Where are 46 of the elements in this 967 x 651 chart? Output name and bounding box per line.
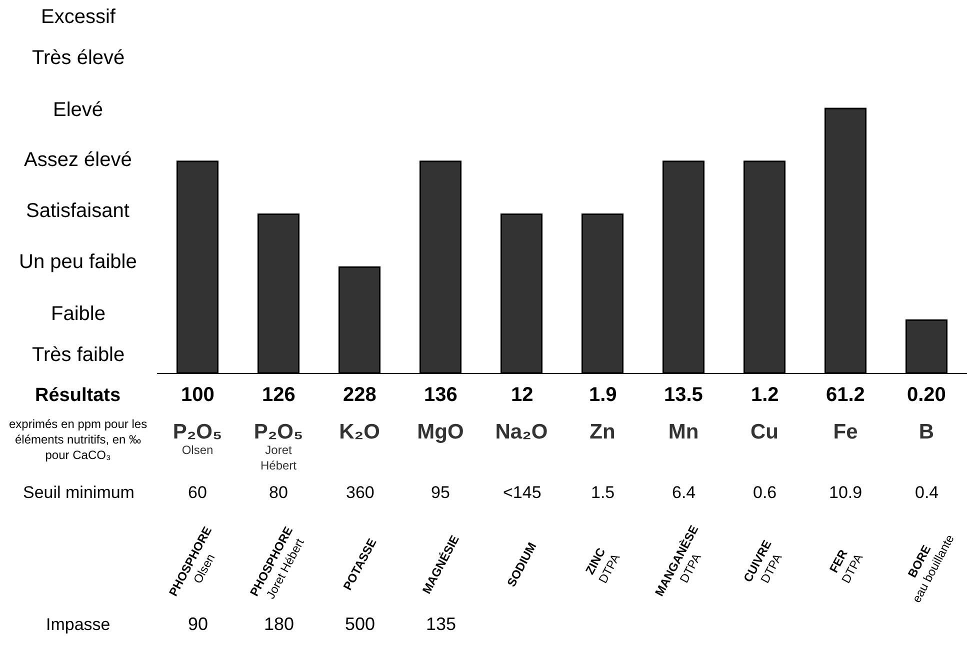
text: 228 xyxy=(343,384,376,406)
text: 80 xyxy=(269,483,288,502)
text: 6.4 xyxy=(672,483,696,502)
text: Un peu faible xyxy=(19,251,137,273)
text: 136 xyxy=(424,384,458,406)
text: Satisfaisant xyxy=(26,200,130,222)
x-tick-label: P₂O₅ Joret Hébert xyxy=(254,420,304,473)
text: 135 xyxy=(426,614,456,634)
text: 60 xyxy=(188,483,207,502)
x-tick-label: Na₂O xyxy=(495,420,548,444)
x-tick-label: Fe xyxy=(833,420,858,444)
text: <145 xyxy=(503,483,542,502)
text: 1.9 xyxy=(589,384,617,406)
text: 10.9 xyxy=(829,483,862,502)
x-tick-label: P₂O₅ Olsen xyxy=(172,420,222,457)
text: Impasse xyxy=(46,615,110,634)
text: 0.20 xyxy=(907,384,946,406)
x-tick-label: Zn xyxy=(590,420,616,444)
text: 12 xyxy=(511,384,534,406)
x-tick-label: Mn xyxy=(668,420,699,444)
text: Résultats xyxy=(35,385,121,406)
text: 126 xyxy=(262,384,296,406)
x-tick-label: Cu xyxy=(750,420,778,444)
text: 360 xyxy=(346,483,374,502)
text: 0.4 xyxy=(915,483,939,502)
x-tick-label: K₂O xyxy=(339,420,380,444)
text: 500 xyxy=(345,614,376,634)
text: 100 xyxy=(181,384,214,406)
text: 0.6 xyxy=(753,483,777,502)
text: 61.2 xyxy=(826,384,865,406)
text: 95 xyxy=(431,483,450,502)
text: Elevé xyxy=(53,99,104,121)
x-tick-label: MgO xyxy=(417,420,464,444)
text: Très élevé xyxy=(32,47,125,69)
text: 13.5 xyxy=(664,384,703,406)
text: 180 xyxy=(264,614,294,634)
text: Assez élevé xyxy=(24,149,132,171)
text: Excessif xyxy=(41,6,116,28)
x-tick-label: B xyxy=(918,420,934,444)
text: 90 xyxy=(188,614,208,634)
text: exprimés en ppm pour les éléments nutritifs, en ‰ pour CaCO₃ xyxy=(9,417,148,462)
text: Seuil minimum xyxy=(23,483,134,502)
text: 1.5 xyxy=(591,483,615,502)
text: Très faible xyxy=(32,344,125,366)
text: 1.2 xyxy=(751,384,779,406)
text: Faible xyxy=(51,303,106,325)
